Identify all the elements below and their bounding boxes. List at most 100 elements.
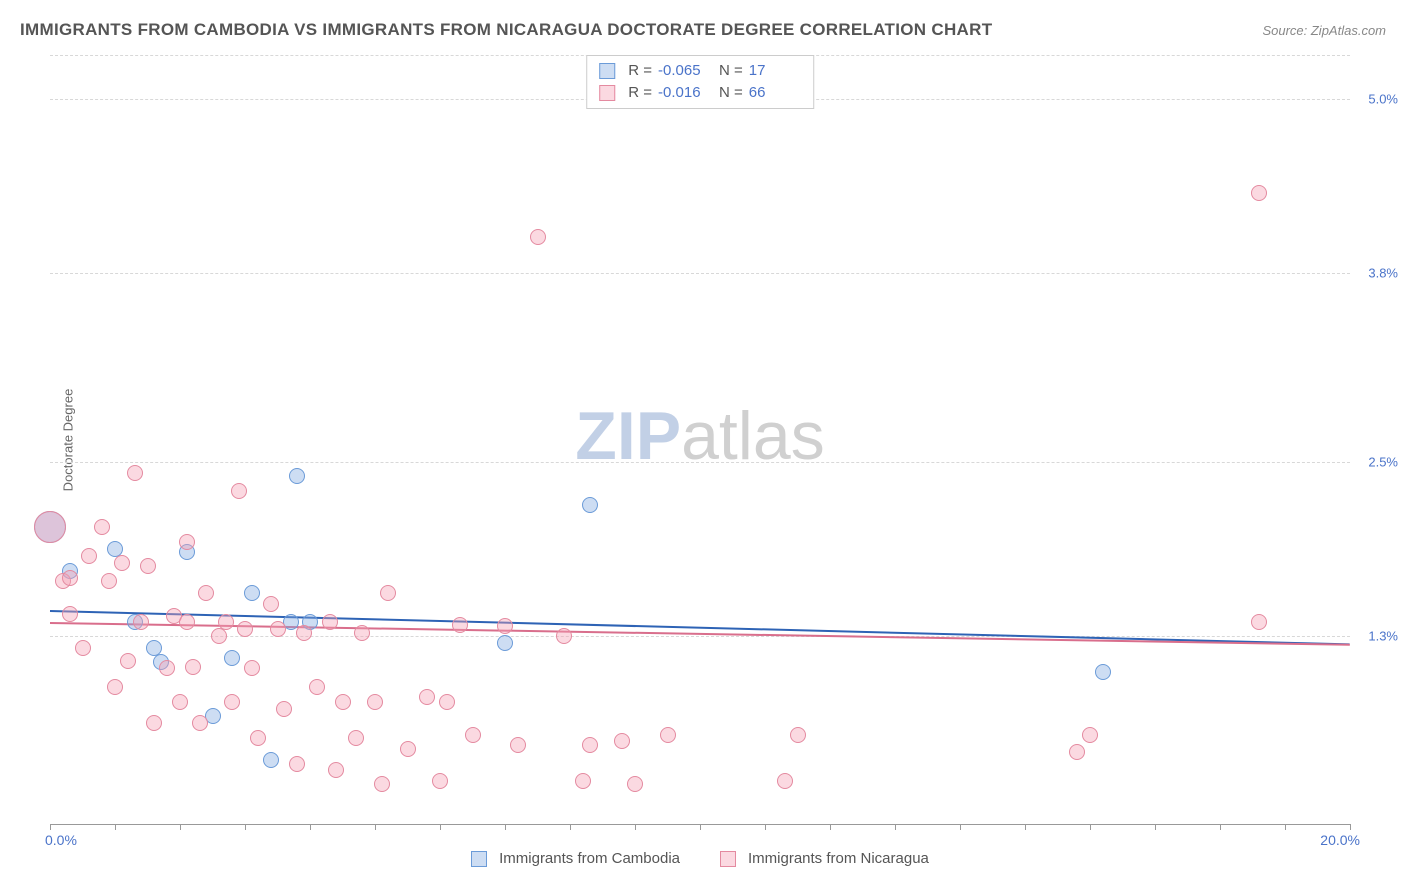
data-point-nicaragua: [250, 730, 266, 746]
y-tick-label: 1.3%: [1368, 629, 1398, 644]
data-point-nicaragua: [660, 727, 676, 743]
watermark: ZIPatlas: [575, 397, 824, 475]
data-point-nicaragua: [276, 701, 292, 717]
data-point-nicaragua: [34, 511, 66, 543]
data-point-nicaragua: [452, 617, 468, 633]
r-label: R =: [628, 60, 652, 82]
x-tick: [570, 824, 571, 830]
y-tick-label: 2.5%: [1368, 454, 1398, 469]
data-point-nicaragua: [465, 727, 481, 743]
legend-item-cambodia: Immigrants from Cambodia: [471, 850, 680, 867]
swatch-nicaragua: [720, 851, 736, 867]
data-point-nicaragua: [627, 776, 643, 792]
data-point-nicaragua: [270, 621, 286, 637]
data-point-nicaragua: [582, 737, 598, 753]
data-point-cambodia: [289, 468, 305, 484]
data-point-cambodia: [1095, 664, 1111, 680]
source-label: Source: ZipAtlas.com: [1262, 23, 1386, 38]
data-point-nicaragua: [211, 628, 227, 644]
n-value-cambodia: 17: [749, 60, 801, 82]
data-point-cambodia: [497, 635, 513, 651]
x-tick: [700, 824, 701, 830]
r-value-cambodia: -0.065: [658, 60, 710, 82]
data-point-nicaragua: [133, 614, 149, 630]
x-tick: [960, 824, 961, 830]
data-point-cambodia: [244, 585, 260, 601]
r-label: R =: [628, 82, 652, 104]
data-point-nicaragua: [777, 773, 793, 789]
gridline-h: [50, 273, 1350, 274]
data-point-nicaragua: [380, 585, 396, 601]
data-point-nicaragua: [510, 737, 526, 753]
data-point-nicaragua: [179, 614, 195, 630]
x-tick: [830, 824, 831, 830]
plot-area: Doctorate Degree ZIPatlas R = -0.065 N =…: [50, 55, 1350, 825]
data-point-nicaragua: [159, 660, 175, 676]
n-label: N =: [719, 82, 743, 104]
data-point-nicaragua: [328, 762, 344, 778]
data-point-nicaragua: [94, 519, 110, 535]
data-point-nicaragua: [530, 229, 546, 245]
data-point-nicaragua: [179, 534, 195, 550]
n-value-nicaragua: 66: [749, 82, 801, 104]
data-point-nicaragua: [322, 614, 338, 630]
data-point-nicaragua: [185, 659, 201, 675]
data-point-nicaragua: [309, 679, 325, 695]
x-tick: [1090, 824, 1091, 830]
legend-label-cambodia: Immigrants from Cambodia: [499, 850, 680, 867]
x-tick: [440, 824, 441, 830]
n-label: N =: [719, 60, 743, 82]
data-point-nicaragua: [146, 715, 162, 731]
x-tick: [310, 824, 311, 830]
x-tick: [505, 824, 506, 830]
x-tick: [765, 824, 766, 830]
x-tick: [375, 824, 376, 830]
swatch-cambodia: [599, 63, 615, 79]
data-point-nicaragua: [127, 465, 143, 481]
data-point-nicaragua: [432, 773, 448, 789]
data-point-nicaragua: [335, 694, 351, 710]
data-point-nicaragua: [140, 558, 156, 574]
data-point-nicaragua: [231, 483, 247, 499]
title-bar: IMMIGRANTS FROM CAMBODIA VS IMMIGRANTS F…: [20, 20, 1386, 40]
data-point-nicaragua: [289, 756, 305, 772]
x-tick-right: 20.0%: [1320, 832, 1360, 848]
data-point-nicaragua: [497, 618, 513, 634]
x-tick: [635, 824, 636, 830]
data-point-nicaragua: [62, 570, 78, 586]
gridline-h: [50, 462, 1350, 463]
data-point-nicaragua: [367, 694, 383, 710]
data-point-cambodia: [582, 497, 598, 513]
data-point-nicaragua: [439, 694, 455, 710]
legend-item-nicaragua: Immigrants from Nicaragua: [720, 850, 929, 867]
data-point-nicaragua: [354, 625, 370, 641]
data-point-nicaragua: [172, 694, 188, 710]
legend-label-nicaragua: Immigrants from Nicaragua: [748, 850, 929, 867]
data-point-nicaragua: [107, 679, 123, 695]
x-tick: [1350, 824, 1351, 830]
correlation-row-cambodia: R = -0.065 N = 17: [599, 60, 801, 82]
chart-title: IMMIGRANTS FROM CAMBODIA VS IMMIGRANTS F…: [20, 20, 992, 40]
data-point-nicaragua: [614, 733, 630, 749]
data-point-nicaragua: [556, 628, 572, 644]
swatch-cambodia: [471, 851, 487, 867]
data-point-nicaragua: [192, 715, 208, 731]
data-point-nicaragua: [114, 555, 130, 571]
data-point-nicaragua: [263, 596, 279, 612]
x-tick: [895, 824, 896, 830]
data-point-nicaragua: [244, 660, 260, 676]
y-axis-label: Doctorate Degree: [61, 388, 76, 491]
data-point-nicaragua: [198, 585, 214, 601]
y-tick-label: 3.8%: [1368, 265, 1398, 280]
data-point-nicaragua: [1251, 185, 1267, 201]
x-tick: [180, 824, 181, 830]
x-tick: [1155, 824, 1156, 830]
x-tick: [245, 824, 246, 830]
data-point-nicaragua: [101, 573, 117, 589]
data-point-nicaragua: [348, 730, 364, 746]
data-point-nicaragua: [1251, 614, 1267, 630]
data-point-nicaragua: [575, 773, 591, 789]
data-point-nicaragua: [120, 653, 136, 669]
series-legend: Immigrants from Cambodia Immigrants from…: [50, 850, 1350, 867]
x-tick: [115, 824, 116, 830]
